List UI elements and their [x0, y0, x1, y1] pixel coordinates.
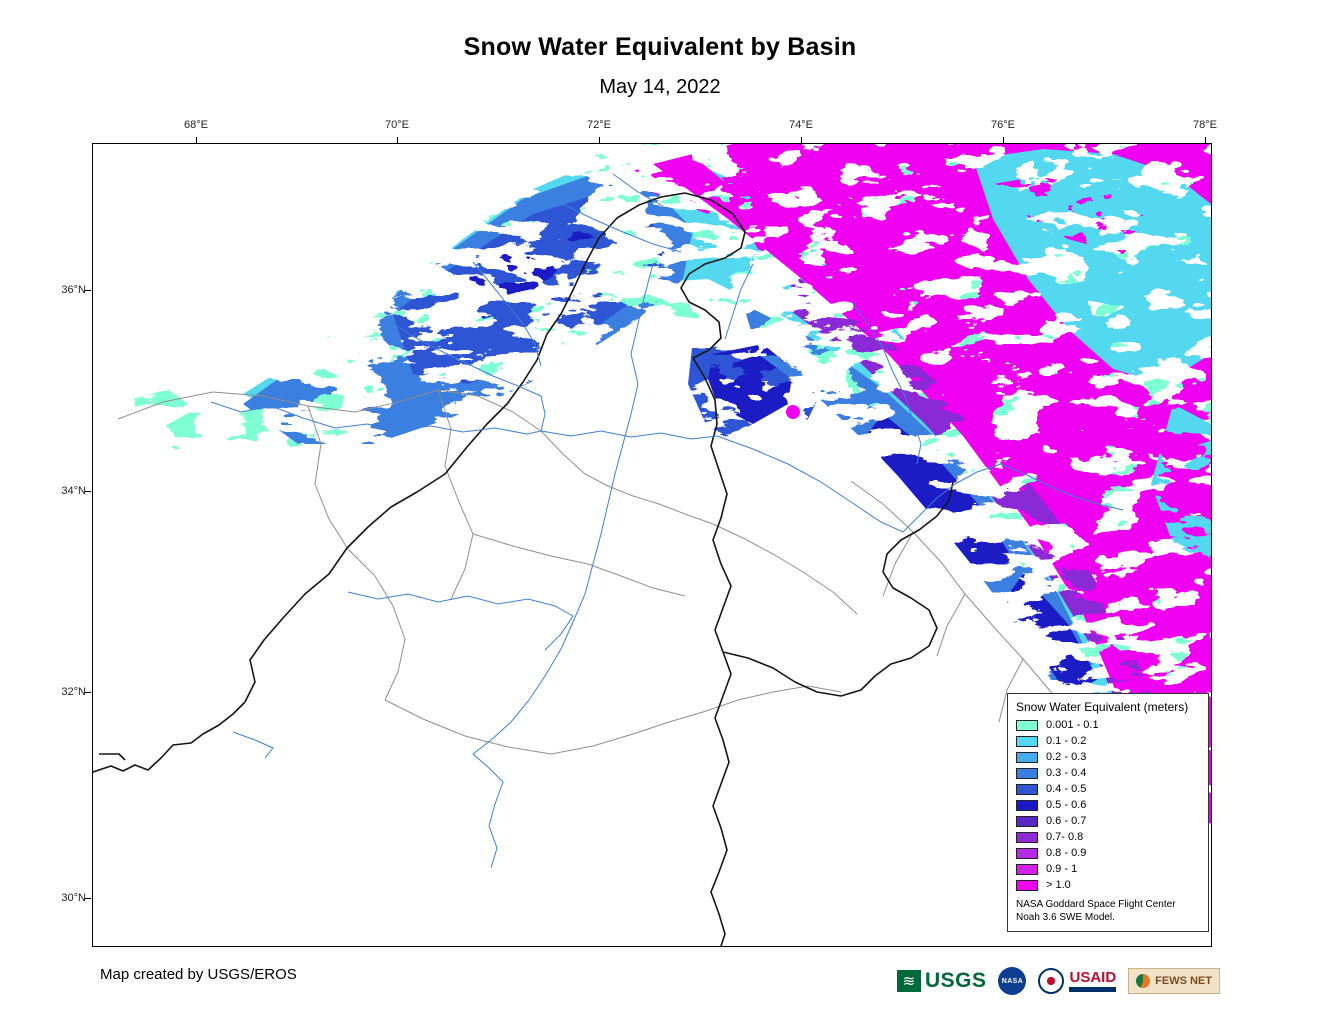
fewsnet-globe-icon	[1136, 974, 1151, 988]
legend-note: NASA Goddard Space Flight Center Noah 3.…	[1016, 898, 1200, 924]
fewsnet-logo: FEWS NET	[1128, 968, 1220, 994]
legend-label: 0.4 - 0.5	[1046, 783, 1087, 795]
legend-swatch	[1016, 784, 1038, 795]
axis-tick	[801, 137, 802, 143]
legend-item: > 1.0	[1016, 879, 1200, 892]
legend-item: 0.9 - 1	[1016, 863, 1200, 876]
axis-label-top-3: 72°E	[587, 119, 611, 131]
legend-item: 0.6 - 0.7	[1016, 815, 1200, 828]
axis-label-top-6: 78°E	[1193, 119, 1217, 131]
legend-swatch	[1016, 864, 1038, 875]
legend-label: 0.3 - 0.4	[1046, 767, 1087, 779]
page-title: Snow Water Equivalent by Basin	[463, 33, 857, 61]
axis-tick	[196, 137, 197, 143]
usgs-wave-icon: ≋	[896, 970, 921, 992]
legend-item: 0.001 - 0.1	[1016, 719, 1200, 732]
legend-swatch	[1016, 768, 1038, 779]
legend-item: 0.8 - 0.9	[1016, 847, 1200, 860]
usaid-logo-text: USAID	[1069, 969, 1117, 986]
legend-note-line-1: NASA Goddard Space Flight Center	[1016, 899, 1176, 910]
axis-tick	[85, 692, 91, 693]
legend-label: > 1.0	[1046, 879, 1071, 891]
legend-label: 0.6 - 0.7	[1046, 815, 1087, 827]
axis-tick	[1003, 137, 1004, 143]
legend-label: 0.5 - 0.6	[1046, 799, 1087, 811]
legend-item: 0.5 - 0.6	[1016, 799, 1200, 812]
legend-swatch	[1016, 720, 1038, 731]
nasa-logo: NASA	[998, 967, 1027, 995]
axis-tick	[85, 898, 91, 899]
map-credit: Map created by USGS/EROS	[100, 966, 297, 983]
legend-item: 0.1 - 0.2	[1016, 735, 1200, 748]
legend-label: 0.8 - 0.9	[1046, 847, 1087, 859]
legend-title: Snow Water Equivalent (meters)	[1016, 700, 1189, 714]
legend-item: 0.7- 0.8	[1016, 831, 1200, 844]
legend: Snow Water Equivalent (meters) 0.001 - 0…	[1007, 693, 1209, 932]
axis-tick	[599, 137, 600, 143]
usgs-logo: ≋ USGS	[896, 969, 987, 993]
legend-swatch	[1016, 752, 1038, 763]
legend-item: 0.4 - 0.5	[1016, 783, 1200, 796]
map-date: May 14, 2022	[599, 76, 721, 98]
rivers-layer	[210, 173, 1124, 869]
legend-label: 0.001 - 0.1	[1046, 719, 1099, 731]
usaid-wordmark: USAID	[1069, 969, 1117, 992]
axis-label-top-4: 74°E	[789, 119, 813, 131]
axis-tick	[85, 491, 91, 492]
snow-layer	[133, 144, 1211, 824]
legend-label: 0.1 - 0.2	[1046, 735, 1087, 747]
axis-label-top-1: 68°E	[184, 119, 208, 131]
usgs-logo-text: USGS	[924, 969, 987, 992]
axis-tick	[1205, 137, 1206, 143]
axis-tick	[85, 290, 91, 291]
axis-label-left-2: 34°N	[61, 485, 86, 497]
coastline	[93, 701, 246, 773]
basin-outlines-gray	[117, 389, 1079, 755]
legend-swatch	[1016, 848, 1038, 859]
legend-note-line-2: Noah 3.6 SWE Model.	[1016, 912, 1115, 923]
usaid-seal-icon	[1038, 968, 1065, 994]
legend-swatch	[1016, 800, 1038, 811]
legend-label: 0.9 - 1	[1046, 863, 1078, 875]
agency-logos: ≋ USGS NASA USAID FEWS NET	[896, 962, 1220, 1000]
axis-label-left-4: 30°N	[61, 892, 86, 904]
coastline-inlet	[99, 753, 126, 761]
axis-label-top-5: 76°E	[991, 119, 1015, 131]
legend-items: 0.001 - 0.1 0.1 - 0.2 0.2 - 0.3 0.3 - 0.4 0.…	[1016, 719, 1200, 892]
legend-swatch	[1016, 832, 1038, 843]
legend-swatch	[1016, 880, 1038, 891]
usaid-bar-icon	[1069, 987, 1117, 992]
map-frame: Snow Water Equivalent (meters) 0.001 - 0…	[92, 143, 1212, 947]
legend-item: 0.3 - 0.4	[1016, 767, 1200, 780]
legend-item: 0.2 - 0.3	[1016, 751, 1200, 764]
legend-label: 0.7- 0.8	[1046, 831, 1084, 843]
fewsnet-logo-text: FEWS NET	[1155, 975, 1212, 987]
usaid-logo: USAID	[1038, 968, 1117, 994]
axis-label-top-2: 70°E	[385, 119, 409, 131]
basin-boundary-black	[93, 192, 954, 946]
legend-swatch	[1016, 816, 1038, 827]
legend-swatch	[1016, 736, 1038, 747]
legend-label: 0.2 - 0.3	[1046, 751, 1087, 763]
axis-label-left-3: 32°N	[61, 686, 86, 698]
axis-tick	[397, 137, 398, 143]
nasa-logo-text: NASA	[1001, 977, 1024, 985]
axis-label-left-1: 36°N	[61, 284, 86, 296]
map-canvas	[93, 144, 1211, 946]
